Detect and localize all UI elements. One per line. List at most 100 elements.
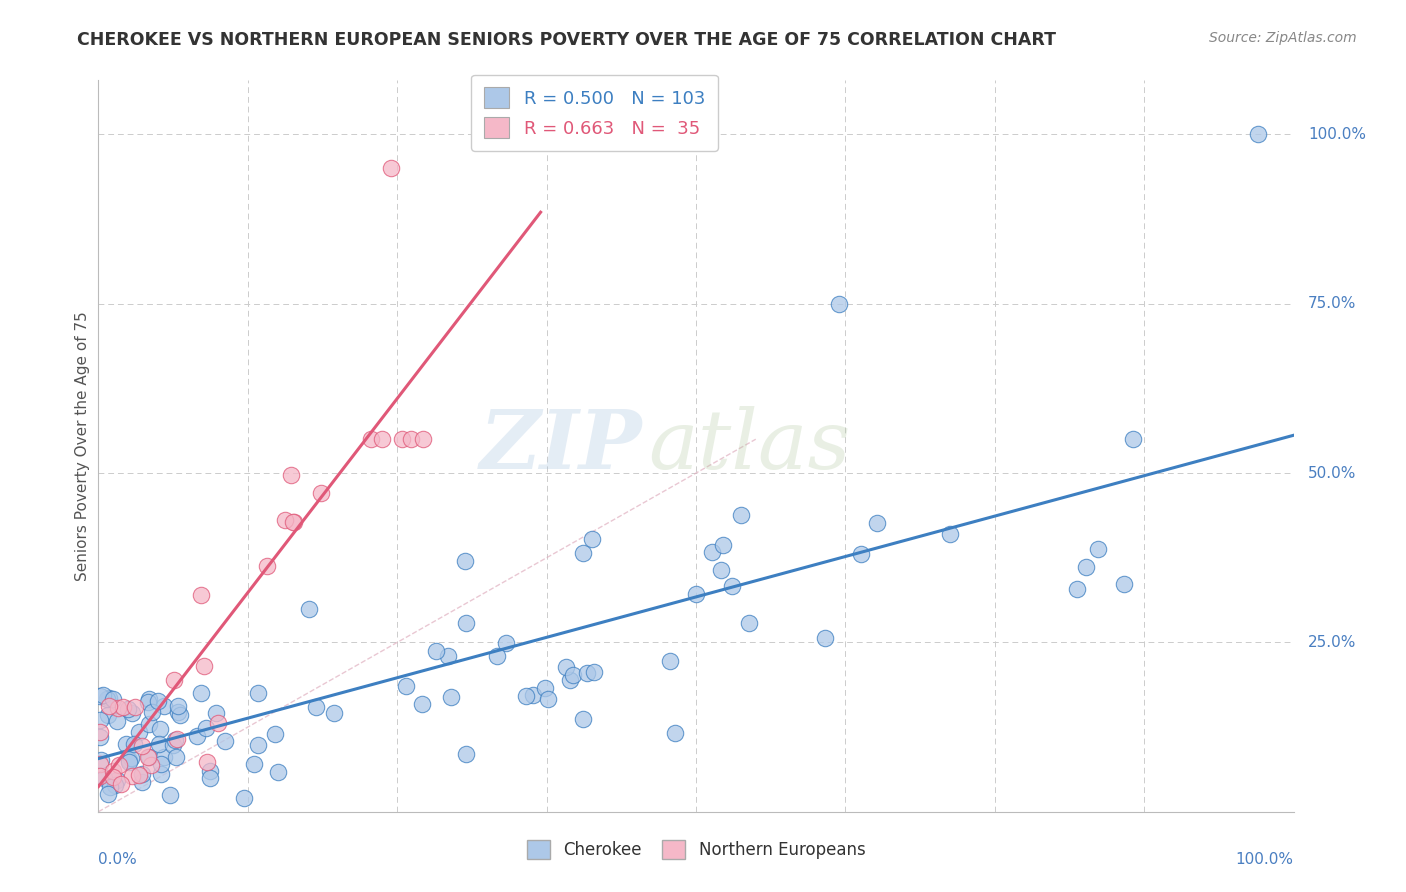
Point (138, 692, 160, 706)
Point (128, 768, 150, 782)
Point (117, 755, 139, 769)
Point (162, 738, 184, 752)
Point (1122, 432, 1144, 446)
Point (828, 297, 851, 311)
Point (207, 716, 229, 731)
Point (131, 739, 153, 753)
Point (166, 732, 188, 747)
Point (456, 747, 478, 761)
Point (522, 688, 544, 702)
Point (195, 721, 218, 735)
Point (115, 737, 138, 751)
Point (190, 686, 212, 700)
Point (412, 432, 434, 446)
Point (664, 726, 686, 740)
Point (738, 616, 761, 631)
Point (89, 689, 111, 703)
Point (1074, 560, 1097, 574)
Point (1087, 541, 1109, 556)
Point (274, 512, 297, 526)
Point (153, 749, 176, 764)
Point (454, 554, 477, 568)
Point (515, 689, 537, 703)
Point (169, 707, 191, 722)
Point (91, 688, 114, 702)
Point (186, 729, 208, 743)
Point (395, 679, 418, 693)
Point (575, 666, 598, 681)
Point (104, 778, 127, 792)
Point (138, 750, 160, 764)
Point (105, 714, 128, 728)
Point (399, 432, 422, 446)
Point (495, 636, 517, 650)
Point (93, 771, 115, 785)
Y-axis label: Seniors Poverty Over the Age of 75: Seniors Poverty Over the Age of 75 (75, 311, 90, 581)
Point (90, 753, 112, 767)
Point (572, 712, 595, 726)
Point (89, 725, 111, 739)
Point (141, 706, 163, 720)
Point (139, 757, 162, 772)
Point (713, 538, 735, 552)
Point (96, 692, 118, 706)
Point (107, 757, 129, 772)
Point (97, 787, 120, 801)
Point (98, 690, 121, 705)
Point (214, 733, 236, 747)
Point (121, 769, 143, 783)
Point (131, 766, 153, 780)
Point (814, 631, 837, 645)
Point (97, 707, 120, 722)
Point (120, 751, 142, 765)
Point (165, 750, 187, 764)
Point (425, 644, 447, 658)
Point (849, 547, 872, 561)
Point (371, 432, 394, 446)
Point (558, 673, 581, 687)
Point (730, 508, 752, 523)
Point (562, 668, 585, 682)
Point (411, 697, 433, 711)
Point (112, 700, 135, 714)
Point (360, 432, 382, 446)
Point (1112, 576, 1135, 591)
Point (555, 660, 578, 674)
Point (198, 771, 221, 785)
Text: 100.0%: 100.0% (1236, 852, 1294, 867)
Point (305, 699, 328, 714)
Point (110, 777, 132, 791)
Point (124, 700, 146, 714)
Text: 50.0%: 50.0% (1308, 466, 1357, 481)
Point (149, 757, 172, 772)
Point (581, 532, 603, 546)
Point (267, 764, 290, 779)
Point (534, 681, 557, 695)
Point (456, 615, 478, 630)
Point (700, 545, 723, 559)
Text: atlas: atlas (648, 406, 851, 486)
Point (128, 725, 150, 739)
Point (256, 558, 278, 573)
Point (89, 756, 111, 771)
Text: ZIP: ZIP (479, 406, 643, 486)
Text: CHEROKEE VS NORTHERN EUROPEAN SENIORS POVERTY OVER THE AGE OF 75 CORRELATION CHA: CHEROKEE VS NORTHERN EUROPEAN SENIORS PO… (77, 31, 1056, 49)
Point (323, 706, 346, 720)
Point (103, 770, 125, 784)
Point (710, 562, 733, 576)
Point (121, 706, 143, 721)
Point (440, 690, 463, 705)
Text: 25.0%: 25.0% (1308, 635, 1357, 650)
Point (866, 516, 889, 531)
Point (146, 694, 169, 708)
Point (486, 648, 509, 663)
Point (720, 579, 742, 593)
Legend: Cherokee, Northern Europeans: Cherokee, Northern Europeans (520, 833, 872, 865)
Point (280, 468, 302, 483)
Point (583, 665, 606, 680)
Point (247, 738, 270, 752)
Point (117, 701, 139, 715)
Point (281, 515, 304, 529)
Text: 100.0%: 100.0% (1308, 127, 1365, 142)
Point (200, 764, 222, 778)
